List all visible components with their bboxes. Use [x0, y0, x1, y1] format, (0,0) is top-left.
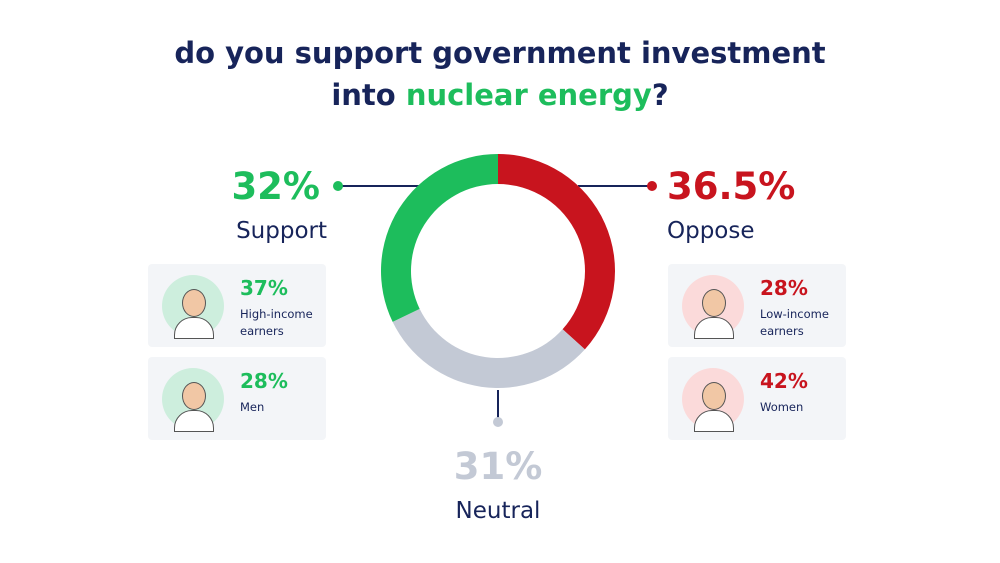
card-percent: 28% — [760, 276, 808, 300]
card-percent: 37% — [240, 276, 288, 300]
percent-label: 36.5% — [667, 165, 796, 208]
card-label: Women — [760, 400, 804, 414]
percent-label: 32% — [231, 165, 320, 208]
avatar-body — [694, 410, 734, 432]
avatar — [162, 368, 224, 432]
category-label: Neutral — [455, 498, 541, 524]
avatar-head — [182, 382, 206, 410]
avatar — [682, 368, 744, 432]
donut-segment — [498, 154, 615, 350]
donut-segment — [380, 154, 498, 322]
avatar-body — [174, 317, 214, 339]
avatar-head — [702, 289, 726, 317]
title-text: ? — [651, 78, 669, 112]
profile-card: 28% Men — [148, 357, 326, 440]
title-text: into — [331, 78, 396, 112]
donut-segment — [392, 308, 585, 388]
title-line: into nuclear energy? — [0, 78, 1000, 112]
card-label: High-income earners — [240, 307, 313, 338]
profile-card: 42% Women — [668, 357, 846, 440]
category-label: Oppose — [667, 218, 755, 244]
category-label: Support — [236, 218, 327, 244]
card-label: Men — [240, 400, 265, 414]
card-percent: 28% — [240, 369, 288, 393]
leader-dot — [493, 417, 503, 427]
title-line: do you support government investment — [174, 36, 826, 70]
profile-card: 28% Low-income earners — [668, 264, 846, 347]
avatar-head — [702, 382, 726, 410]
title-highlight: nuclear energy — [405, 78, 652, 112]
card-percent: 42% — [760, 369, 808, 393]
avatar-head — [182, 289, 206, 317]
leader-dot — [333, 181, 343, 191]
avatar — [682, 275, 744, 339]
leader-dot — [647, 181, 657, 191]
avatar — [162, 275, 224, 339]
avatar-body — [694, 317, 734, 339]
avatar-body — [174, 410, 214, 432]
card-label: Low-income earners — [760, 307, 829, 338]
profile-card: 37% High-income earners — [148, 264, 326, 347]
percent-label: 31% — [453, 445, 543, 488]
